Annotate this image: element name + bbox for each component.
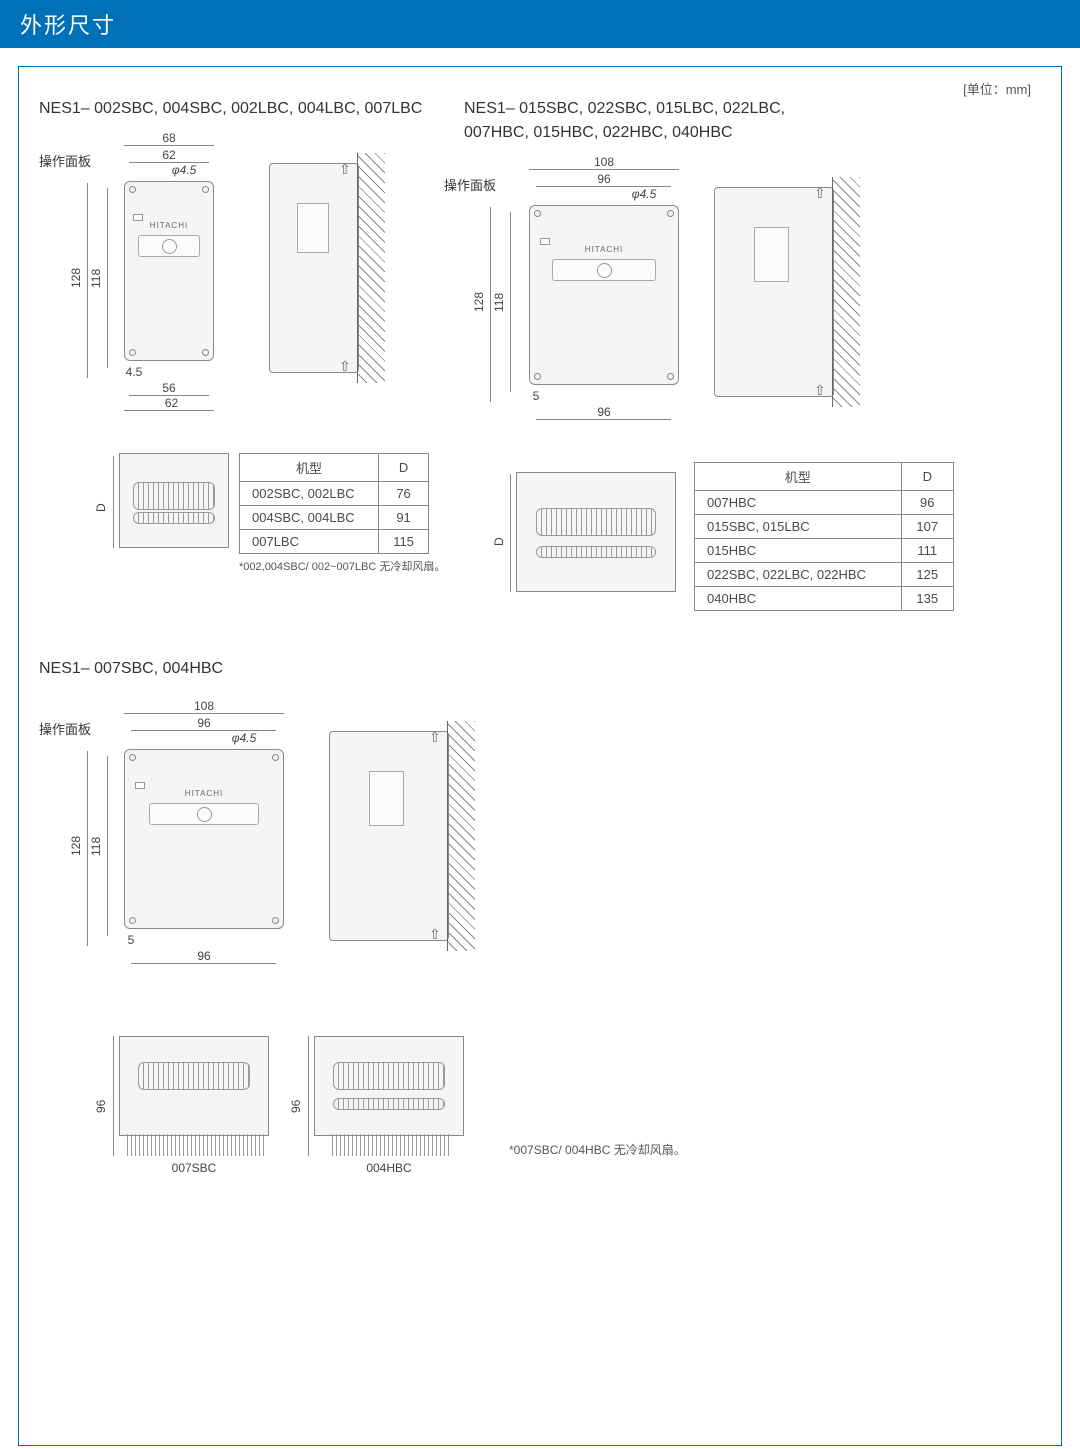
d-depth-3a: 96 <box>94 1066 108 1146</box>
d-w-outer-1: 68 <box>129 131 209 145</box>
d-w-outer-3: 108 <box>129 699 279 713</box>
device-side-3 <box>329 731 449 941</box>
knob-row-1 <box>138 235 200 257</box>
section-3: NES1– 007SBC, 004HBC 操作面板 108 96 φ4.5 12… <box>39 657 939 1206</box>
sec1-drawings: 操作面板 68 62 φ4.5 128 118 HITACHI ⇧ ⇧ <box>39 133 489 433</box>
d-h-inner-3: 118 <box>89 781 103 911</box>
arrow-up-icon: ⇧ <box>429 926 441 943</box>
bottom-view-3b <box>314 1036 464 1136</box>
d-phi-1: φ4.5 <box>154 163 214 177</box>
bottom-view-2 <box>516 472 676 592</box>
brand-3: HITACHI <box>185 789 223 798</box>
device-side-2 <box>714 187 834 397</box>
d-foot-outer-1: 62 <box>129 396 214 410</box>
t2-h1: 机型 <box>695 463 902 491</box>
header-bar: 外形尺寸 <box>0 0 1080 48</box>
table-2: 机型D 007HBC96 015SBC, 015LBC107 015HBC111… <box>694 462 954 611</box>
arrow-up-icon: ⇧ <box>814 382 826 399</box>
wall-2 <box>832 177 860 407</box>
sec3-bottom: 96 007SBC 96 004HBC *007SBC/ 004HBC 无冷却风… <box>39 1026 939 1206</box>
section-1: NES1– 002SBC, 004SBC, 002LBC, 004LBC, 00… <box>39 97 489 598</box>
section-2: NES1– 015SBC, 022SBC, 015LBC, 022LBC, 00… <box>464 97 1044 642</box>
d-h-outer-1: 128 <box>69 213 83 343</box>
bottom-view-3a <box>119 1036 269 1136</box>
sec2-bottom: D 机型D 007HBC96 015SBC, 015LBC107 015HBC1… <box>464 462 1044 642</box>
d-gap-2: 5 <box>524 389 548 403</box>
arrow-up-icon: ⇧ <box>339 358 351 375</box>
arrow-up-icon: ⇧ <box>339 161 351 178</box>
d-foot-3: 96 <box>139 949 269 963</box>
panel-label-3: 操作面板 <box>39 719 91 738</box>
knob-row-3 <box>149 803 260 825</box>
sec1-bottom: D 机型D 002SBC, 002LBC76 004SBC, 004LBC91 … <box>39 438 489 598</box>
d-gap-3: 5 <box>119 933 143 947</box>
panel-label-2: 操作面板 <box>444 175 496 194</box>
d-w-inner-3: 96 <box>139 716 269 730</box>
d-D-1: D <box>94 478 108 538</box>
d-phi-2: φ4.5 <box>614 187 674 201</box>
wall-3 <box>447 721 475 951</box>
panel-label-1: 操作面板 <box>39 151 91 170</box>
d-w-outer-2: 108 <box>534 155 674 169</box>
cap-right: 004HBC <box>314 1161 464 1175</box>
sec2-drawings: 操作面板 108 96 φ4.5 128 118 HITACHI ⇧ ⇧ 5 <box>464 157 1044 457</box>
sec2-title: NES1– 015SBC, 022SBC, 015LBC, 022LBC, 00… <box>464 97 1044 145</box>
t1-h1: 机型 <box>240 454 379 482</box>
wall-1 <box>357 153 385 383</box>
d-foot-inner-1: 56 <box>134 381 204 395</box>
sec3-title: NES1– 007SBC, 004HBC <box>39 657 939 681</box>
device-front-3: HITACHI <box>124 749 284 929</box>
cap-left: 007SBC <box>119 1161 269 1175</box>
note-1: *002,004SBC/ 002~007LBC 无冷却风扇。 <box>239 558 445 574</box>
content-area: [单位：mm] NES1– 002SBC, 004SBC, 002LBC, 00… <box>18 66 1062 1446</box>
note-3: *007SBC/ 004HBC 无冷却风扇。 <box>509 1141 686 1158</box>
sec1-title: NES1– 002SBC, 004SBC, 002LBC, 004LBC, 00… <box>39 97 489 121</box>
d-depth-3b: 96 <box>289 1066 303 1146</box>
arrow-up-icon: ⇧ <box>429 729 441 746</box>
d-h-inner-2: 118 <box>492 237 506 367</box>
sec3-drawings: 操作面板 108 96 φ4.5 128 118 HITACHI ⇧ ⇧ 5 <box>39 701 939 1001</box>
device-front-2: HITACHI <box>529 205 679 385</box>
t1-h2: D <box>379 454 429 482</box>
unit-label: [单位：mm] <box>963 79 1031 98</box>
d-D-2: D <box>492 507 506 577</box>
bottom-view-1 <box>119 453 229 548</box>
device-front-1: HITACHI <box>124 181 214 361</box>
d-w-inner-2: 96 <box>544 172 664 186</box>
d-h-inner-1: 118 <box>89 213 103 343</box>
d-w-inner-1: 62 <box>129 148 209 162</box>
knob-row-2 <box>552 259 656 281</box>
header-title: 外形尺寸 <box>20 13 116 38</box>
brand-1: HITACHI <box>150 221 188 230</box>
device-side-1 <box>269 163 359 373</box>
d-gap-1: 4.5 <box>119 365 149 379</box>
brand-2: HITACHI <box>585 245 623 254</box>
d-phi-3: φ4.5 <box>214 731 274 745</box>
d-h-outer-2: 128 <box>472 237 486 367</box>
arrow-up-icon: ⇧ <box>814 185 826 202</box>
t2-h2: D <box>901 463 953 491</box>
table-1: 机型D 002SBC, 002LBC76 004SBC, 004LBC91 00… <box>239 453 429 554</box>
d-foot-2: 96 <box>544 405 664 419</box>
d-h-outer-3: 128 <box>69 781 83 911</box>
